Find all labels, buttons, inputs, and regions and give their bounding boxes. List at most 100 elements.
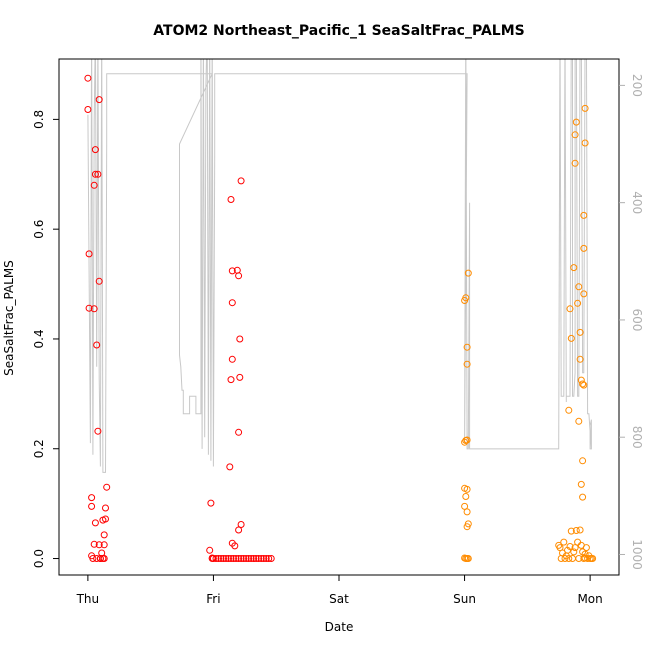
data-point-thu-3: [85, 304, 93, 312]
data-point-sun-4: [463, 485, 471, 493]
data-point-fri-22: [257, 555, 265, 562]
y-tick-label-0: 0.0: [32, 549, 46, 568]
data-point-fri-7: [220, 555, 227, 562]
data-point-thu-30: [96, 555, 104, 562]
data-point-fri-12: [232, 555, 240, 562]
data-point-fri-30: [226, 463, 234, 471]
data-point-thu-6: [90, 305, 98, 313]
data-point-mon-30: [567, 334, 575, 342]
data-point-mon-51: [581, 554, 589, 562]
data-point-sun-18: [461, 554, 469, 562]
x-tick-label-sat: Sat: [329, 592, 349, 606]
data-point-thu-29: [99, 516, 107, 524]
data-point-thu-15: [91, 519, 99, 527]
data-point-mon-44: [579, 493, 587, 501]
data-point-fri-32: [228, 355, 236, 363]
data-point-sun-15: [463, 343, 471, 351]
data-point-sun-5: [462, 493, 470, 500]
data-point-thu-7: [91, 146, 99, 154]
data-point-fri-43: [237, 521, 245, 528]
data-point-thu-14: [94, 427, 102, 435]
data-point-thu-26: [102, 504, 109, 512]
data-point-thu-2: [85, 250, 93, 258]
y-tick-label-3: 0.6: [32, 220, 46, 239]
data-point-fri-41: [237, 177, 245, 185]
data-point-mon-15: [574, 538, 582, 546]
data-point-mon-48: [581, 139, 589, 147]
data-point-fri-6: [217, 555, 225, 562]
data-point-fri-40: [235, 428, 243, 436]
data-point-fri-14: [237, 555, 245, 562]
data-point-sun-2: [463, 436, 471, 444]
data-point-mon-27: [589, 555, 597, 562]
data-point-sun-12: [464, 555, 472, 562]
data-point-thu-24: [100, 531, 108, 539]
data-point-fri-24: [262, 555, 270, 562]
data-point-fri-10: [227, 555, 235, 562]
y2-tick-label-4: 1000: [630, 539, 644, 570]
data-point-fri-8: [222, 555, 230, 562]
data-point-fri-23: [260, 555, 268, 562]
plot-area: Thu Fri Sat Sun Mon 0.0 0.2 0.4 0.6 0.8 200 400 600 8…: [32, 58, 644, 606]
x-tick-label-fri: Fri: [206, 592, 220, 606]
data-point-fri-35: [227, 196, 235, 203]
data-point-mon-45: [580, 290, 588, 298]
data-point-mon-38: [576, 355, 584, 363]
y-tick-label-2: 0.4: [32, 329, 46, 348]
data-point-sun-6: [461, 502, 469, 510]
data-point-fri-39: [236, 373, 244, 381]
data-point-mon-12: [570, 548, 578, 556]
data-point-thu-13: [95, 277, 103, 285]
data-point-mon-39: [576, 328, 584, 336]
y-tick-label-4: 0.8: [32, 110, 46, 129]
data-point-mon-31: [570, 264, 578, 272]
chart-title: ATOM2 Northeast_Pacific_1 SeaSaltFrac_PA…: [153, 23, 524, 39]
data-point-thu-31: [100, 555, 108, 562]
data-point-fri-29: [231, 542, 239, 550]
data-point-thu-28: [95, 541, 103, 549]
plot-frame: [58, 58, 620, 576]
data-point-mon-14: [572, 527, 580, 534]
data-point-mon-35: [574, 299, 582, 307]
data-point-fri-37: [235, 272, 243, 280]
y2-tick-label-2: 600: [630, 308, 644, 331]
data-point-fri-26: [267, 555, 275, 562]
data-point-thu-11: [94, 170, 102, 178]
data-point-fri-31: [227, 376, 235, 384]
data-point-fri-1: [207, 499, 215, 507]
data-point-fri-38: [236, 335, 244, 343]
data-point-fri-13: [235, 555, 243, 562]
data-point-mon-17: [576, 526, 584, 534]
data-point-fri-18: [247, 555, 255, 562]
data-point-mon-9: [566, 543, 574, 550]
data-point-fri-34: [228, 267, 236, 275]
x-tick-label-mon: Mon: [577, 592, 602, 606]
data-point-mon-50: [580, 381, 588, 389]
data-point-fri-19: [250, 555, 258, 562]
data-point-fri-42: [235, 526, 243, 534]
data-point-mon-10: [567, 527, 575, 535]
data-point-fri-16: [242, 555, 250, 562]
x-tick-label-thu: Thu: [76, 592, 100, 606]
data-point-fri-4: [212, 555, 220, 562]
data-point-mon-34: [572, 118, 580, 126]
data-point-mon-4: [560, 538, 568, 546]
y2-tick-label-3: 800: [630, 426, 644, 449]
data-point-mon-13: [571, 544, 579, 552]
data-point-mon-8: [565, 555, 573, 562]
data-point-thu-18: [89, 555, 97, 562]
data-point-fri-25: [265, 555, 273, 562]
data-point-mon-22: [582, 544, 590, 552]
data-point-mon-49: [581, 104, 589, 112]
data-point-thu-23: [100, 541, 108, 549]
data-point-mon-42: [579, 457, 587, 465]
data-point-thu-27: [103, 483, 111, 491]
y2-tick-label-0: 200: [630, 74, 644, 97]
data-point-thu-1: [84, 106, 92, 113]
data-point-thu-4: [88, 494, 96, 502]
data-point-mon-29: [566, 305, 574, 313]
data-point-thu-16: [90, 540, 98, 548]
data-point-mon-37: [575, 417, 583, 425]
data-point-fri-33: [228, 299, 236, 307]
data-point-mon-43: [577, 480, 585, 488]
